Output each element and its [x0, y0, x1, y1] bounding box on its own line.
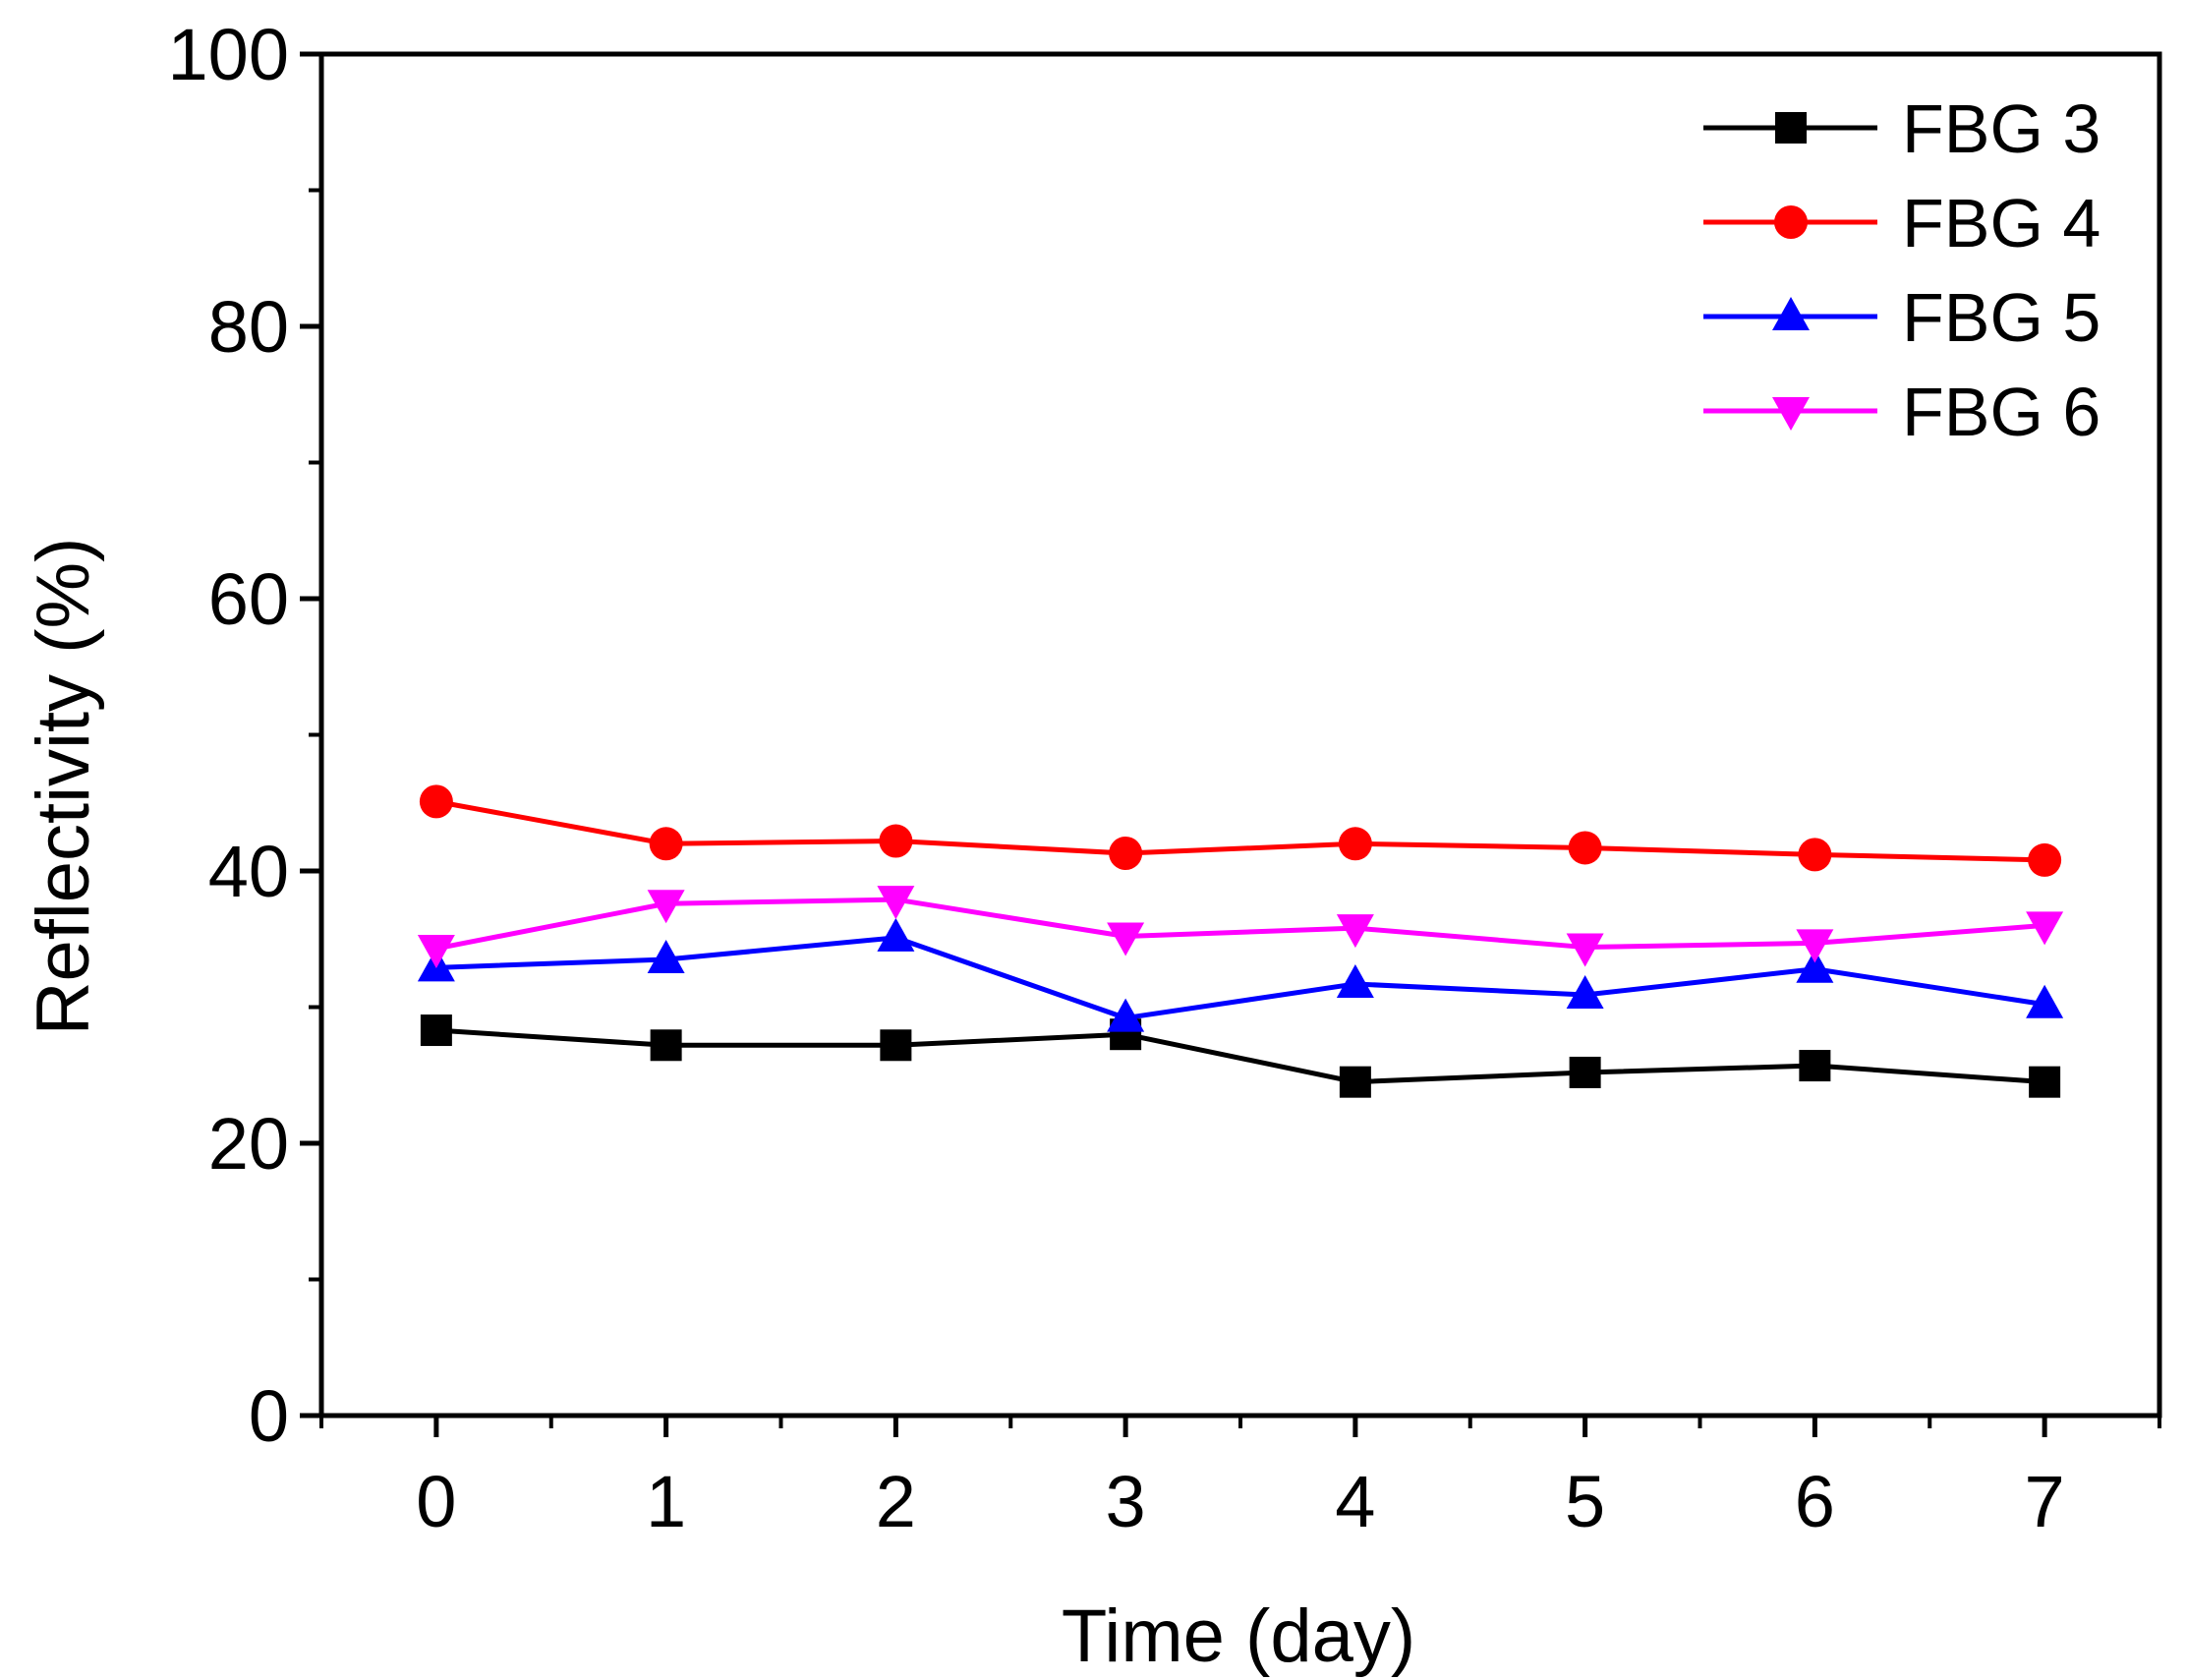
data-point-fbg5 [647, 940, 685, 974]
data-point-fbg5 [1107, 998, 1145, 1032]
data-point-fbg3 [2029, 1066, 2061, 1098]
data-point-fbg5 [1796, 949, 1834, 983]
y-tick-label: 20 [208, 1103, 289, 1185]
data-point-fbg6 [647, 890, 685, 924]
x-tick-label: 2 [876, 1461, 916, 1542]
y-tick-label: 80 [208, 286, 289, 368]
data-point-fbg6 [1566, 933, 1604, 967]
plot-frame [318, 51, 2162, 1419]
x-tick-label: 1 [646, 1461, 686, 1542]
data-point-fbg4 [1338, 827, 1372, 861]
series-line-fbg4 [435, 798, 2045, 863]
data-point-fbg6 [417, 934, 455, 968]
x-tick-label: 5 [1565, 1461, 1605, 1542]
data-point-fbg4 [1568, 831, 1602, 865]
x-tick-label: 7 [2025, 1461, 2065, 1542]
data-point-fbg4 [879, 824, 913, 858]
x-tick-label: 0 [416, 1461, 456, 1542]
data-point-fbg4 [419, 784, 453, 819]
x-tick-label: 4 [1335, 1461, 1375, 1542]
data-point-fbg3 [1569, 1056, 1601, 1088]
data-point-fbg4 [649, 827, 683, 861]
legend-marker-fbg3 [1775, 112, 1807, 144]
y-tick-label: 40 [208, 831, 289, 912]
legend: FBG 3 FBG 4 FBG 5 FBG 6 [1703, 90, 2101, 450]
data-point-fbg3 [880, 1029, 912, 1062]
data-point-fbg3 [650, 1029, 682, 1062]
data-point-fbg5 [1336, 963, 1374, 998]
y-axis-ticks: 0 20 40 60 80 100 [168, 14, 321, 1457]
x-tick-label: 3 [1106, 1461, 1146, 1542]
legend-label-fbg6: FBG 6 [1902, 374, 2101, 450]
y-tick-label: 100 [168, 14, 289, 95]
data-point-fbg4 [2028, 842, 2062, 877]
plot-lines [435, 798, 2045, 1085]
data-point-fbg6 [1336, 914, 1374, 949]
legend-label-fbg4: FBG 4 [1902, 185, 2101, 261]
data-point-fbg3 [1339, 1066, 1371, 1098]
data-point-fbg4 [1798, 838, 1832, 872]
legend-label-fbg5: FBG 5 [1902, 279, 2101, 356]
legend-marker-fbg4 [1774, 205, 1808, 239]
data-point-fbg6 [2026, 911, 2064, 946]
data-point-fbg6 [1107, 922, 1145, 956]
plot-markers [417, 784, 2064, 1098]
x-tick-label: 6 [1795, 1461, 1835, 1542]
series-line-fbg3 [435, 1027, 2045, 1085]
legend-label-fbg3: FBG 3 [1902, 90, 2101, 167]
data-point-fbg6 [1796, 929, 1834, 963]
legend-marker-fbg5 [1772, 297, 1810, 330]
legend-marker-fbg6 [1772, 397, 1810, 431]
data-point-fbg5 [2026, 984, 2064, 1018]
series-line-fbg6 [435, 897, 2045, 952]
data-point-fbg3 [420, 1014, 452, 1047]
data-point-fbg4 [1109, 836, 1143, 870]
data-point-fbg5 [877, 917, 915, 952]
y-axis-title: Reflectivity (%) [22, 538, 105, 1036]
data-point-fbg3 [1799, 1050, 1831, 1082]
series-line-fbg5 [435, 935, 2045, 1021]
data-point-fbg5 [1566, 975, 1604, 1010]
data-point-fbg6 [877, 886, 915, 920]
y-tick-label: 60 [208, 558, 289, 640]
x-axis-title: Time (day) [1062, 1594, 1415, 1678]
x-axis-ticks: 0 1 2 3 4 5 6 7 [319, 1416, 2161, 1542]
y-tick-label: 0 [249, 1375, 289, 1457]
